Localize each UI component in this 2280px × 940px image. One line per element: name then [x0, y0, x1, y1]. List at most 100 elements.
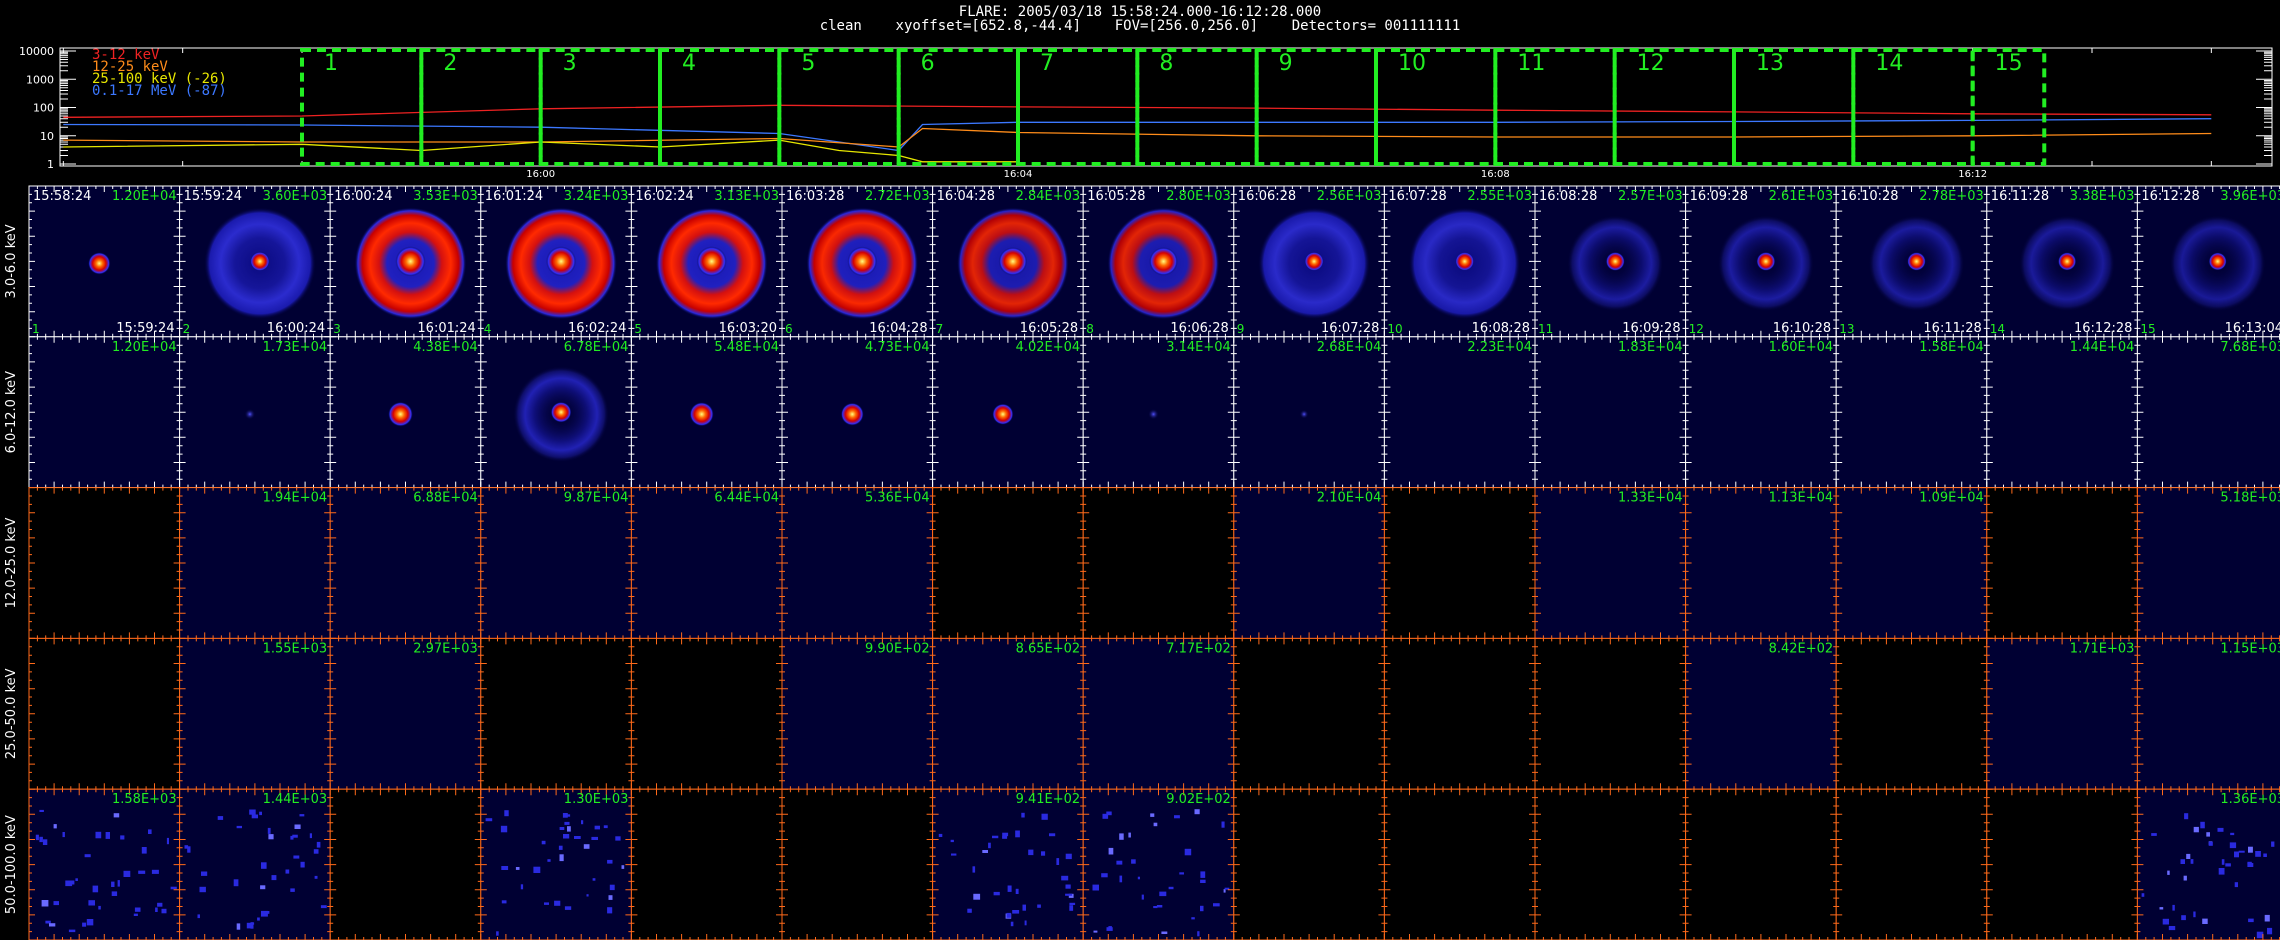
image-tile: 3.13E+03 16:02:24 16:03:20 5 [630, 185, 783, 338]
noise-blob [1119, 833, 1124, 840]
tile-peak-value: 1.94E+04 [263, 491, 328, 506]
tile-ticks [1383, 637, 1536, 790]
noise-blob [2141, 893, 2145, 897]
tile-ticks [1082, 336, 1235, 489]
noise-blob [65, 880, 73, 887]
interval-box-5 [777, 48, 901, 166]
noise-blob [261, 910, 268, 917]
flare-source [88, 252, 111, 275]
noise-blob [1012, 910, 1020, 914]
noise-blob [1128, 832, 1131, 838]
tile-peak-value: 9.41E+02 [1016, 792, 1081, 807]
noise-blob [581, 820, 584, 825]
tile-ticks [781, 336, 934, 489]
tile-ticks [1534, 487, 1687, 639]
noise-blob [111, 891, 118, 896]
tile-ticks [329, 487, 482, 639]
image-tile: 1.30E+03 [480, 788, 632, 940]
noise-blob [300, 861, 305, 868]
noise-blob [603, 825, 608, 829]
tile-peak-value: 1.20E+04 [112, 340, 177, 355]
tile-ticks [1986, 637, 2138, 790]
noise-blob [1141, 894, 1144, 900]
flare-source [840, 402, 864, 426]
tile-ticks [28, 336, 181, 489]
image-tile: 3.38E+03 16:11:28 16:12:28 14 [1986, 185, 2138, 338]
noise-blob [1131, 859, 1136, 864]
tile-background [1233, 788, 1385, 940]
image-tile: 1.58E+03 [28, 788, 181, 940]
noise-blob [39, 836, 43, 843]
interval-box-7 [1015, 48, 1140, 166]
interval-label: 9 [1279, 51, 1293, 76]
tile-background [1685, 487, 1837, 639]
tile-peak-value: 2.97E+03 [413, 641, 478, 656]
interval-label: 1 [324, 51, 338, 76]
lightcurve-series-4 [63, 139, 1018, 163]
tile-background [1835, 336, 1988, 489]
noise-blob [2186, 853, 2191, 859]
noise-blob [1161, 931, 1168, 934]
image-tile [1233, 637, 1385, 790]
flare-core [550, 401, 572, 423]
image-tile: 2.57E+03 16:08:28 16:09:28 11 [1534, 185, 1687, 338]
flare-core [696, 246, 727, 277]
tile-ticks [1082, 487, 1235, 639]
tile-ticks [2136, 637, 2280, 790]
image-tile: 1.58E+04 [1835, 336, 1988, 489]
tile-ticks [1835, 637, 1988, 790]
tile-ticks [179, 788, 331, 940]
image-tile: 1.09E+04 [1835, 487, 1988, 639]
energy-band-label: 50.0-100.0 keV [4, 815, 19, 914]
tile-background [1383, 637, 1536, 790]
noise-blob [2267, 927, 2273, 935]
tile-ticks [2136, 336, 2280, 489]
noise-blob [607, 859, 613, 864]
tile-background [1986, 637, 2138, 790]
flare-core [2057, 252, 2077, 271]
noise-blob [141, 847, 147, 854]
noise-blob [1056, 858, 1060, 865]
noise-blob [1002, 832, 1009, 837]
energy-band-label: 6.0-12.0 keV [4, 371, 19, 454]
tile-ticks [28, 487, 181, 639]
noise-blob [973, 893, 981, 900]
image-tile: 2.97E+03 [329, 637, 482, 790]
noise-blob [547, 859, 551, 862]
noise-blob [49, 923, 56, 927]
tile-start-time: 16:08:28 [1539, 189, 1597, 204]
noise-blob [157, 902, 163, 907]
noise-blob [2248, 918, 2254, 923]
image-tile [28, 487, 181, 639]
tile-ticks [1986, 185, 2138, 338]
noise-blob [316, 841, 321, 848]
tile-peak-value: 1.60E+04 [1769, 340, 1834, 355]
noise-blob [1156, 905, 1163, 908]
tile-ticks [179, 185, 331, 338]
tile-index: 12 [1689, 322, 1704, 336]
noise-blob [562, 813, 568, 818]
interval-label: 4 [682, 51, 696, 76]
noise-blob [2247, 863, 2254, 867]
flare-source [992, 403, 1014, 425]
noise-blob [264, 911, 270, 914]
y-tick-label: 1000 [26, 73, 54, 86]
image-tile [1383, 637, 1536, 790]
noise-blob [1021, 812, 1025, 818]
interval-label: 6 [921, 51, 935, 76]
tile-ticks [179, 487, 331, 639]
tile-ticks [2136, 487, 2280, 639]
noise-blob [260, 885, 266, 890]
tile-peak-value: 4.73E+04 [865, 340, 930, 355]
tile-peak-value: 1.58E+03 [112, 792, 177, 807]
flare-core [1304, 251, 1324, 272]
noise-blob [2172, 904, 2175, 911]
tile-background [781, 788, 934, 940]
tile-peak-value: 2.84E+03 [1016, 189, 1081, 204]
tile-end-time: 16:01:24 [417, 321, 475, 336]
image-tile: 3.14E+04 [1082, 336, 1235, 489]
tile-start-time: 16:02:24 [635, 189, 693, 204]
tile-background [1685, 336, 1837, 489]
tile-peak-value: 2.80E+03 [1166, 189, 1231, 204]
noise-blob [2256, 931, 2264, 939]
